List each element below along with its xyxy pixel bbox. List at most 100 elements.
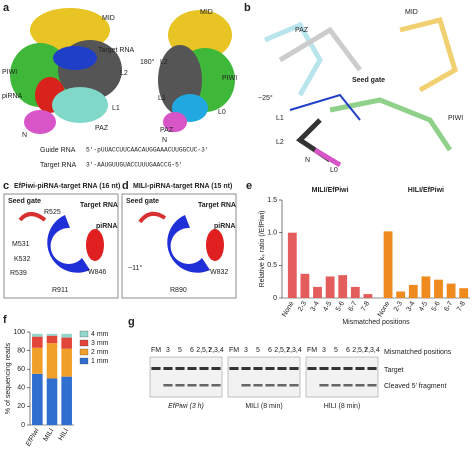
- x-tick-label: HILI: [58, 427, 71, 442]
- lane-label: 3: [244, 347, 248, 354]
- label: R890: [170, 287, 187, 294]
- x-tick-label: 5-6: [335, 300, 346, 312]
- lane-label: 5: [256, 347, 260, 354]
- legend-label: 3 mm: [91, 340, 109, 347]
- x-tick-label: 7-8: [456, 300, 467, 312]
- band: [367, 367, 377, 370]
- pirna-surface: [206, 229, 224, 261]
- legend-label: 4 mm: [91, 331, 109, 338]
- band: [241, 367, 251, 370]
- x-tick-label: MILI: [42, 427, 55, 442]
- panel-title: EfPiwi-piRNA-target RNA (16 nt): [14, 183, 120, 190]
- x-tick-label: 5-6: [431, 300, 442, 312]
- y-tick-label: 0: [21, 422, 25, 429]
- label: N: [162, 137, 167, 144]
- band: [163, 367, 173, 370]
- x-tick-label: None: [377, 300, 391, 318]
- label: R525: [44, 209, 61, 216]
- label: M531: [12, 241, 30, 248]
- band: [277, 367, 287, 370]
- y-tick-label: 0: [273, 295, 277, 302]
- band: [343, 384, 353, 387]
- band: [175, 367, 185, 370]
- band: [187, 384, 197, 387]
- x-tick-label: EfPiwi: [25, 427, 41, 448]
- band-label: Cleaved 5′ fragment: [384, 383, 446, 390]
- lane-label: 6: [346, 347, 350, 354]
- label: Target RNA: [80, 202, 118, 209]
- y-tick-label: 0.5: [267, 262, 277, 269]
- band: [343, 367, 353, 370]
- legend-label: 1 mm: [91, 358, 109, 365]
- label: W846: [88, 269, 106, 276]
- panel-label: g: [128, 316, 135, 328]
- bar: [446, 283, 456, 298]
- band: [307, 367, 317, 370]
- density-map: [10, 8, 235, 134]
- target-rna-surface: [47, 215, 90, 273]
- bar: [459, 288, 469, 298]
- band: [289, 384, 299, 387]
- x-tick-label: None: [281, 300, 295, 318]
- y-tick-label: 80: [17, 347, 25, 354]
- x-tick-label: 2-3: [297, 300, 308, 312]
- label: PIWI: [448, 115, 463, 122]
- label: L0: [218, 109, 226, 116]
- lane-label: 2,3,4: [208, 347, 224, 354]
- lane-label: 6: [268, 347, 272, 354]
- shape: [329, 97, 453, 152]
- row-header: Mismatched positions: [384, 349, 452, 356]
- lane-label: FM: [151, 347, 161, 354]
- lane-label: 6: [190, 347, 194, 354]
- band: [187, 367, 197, 370]
- band: [265, 384, 275, 387]
- label: W832: [210, 269, 228, 276]
- y-tick-label: 60: [17, 366, 25, 373]
- bar: [325, 276, 335, 298]
- bar-segment: [61, 333, 72, 338]
- band: [355, 367, 365, 370]
- shape: [313, 147, 342, 168]
- x-tick-label: 4-5: [418, 300, 429, 312]
- label: MID: [200, 9, 213, 16]
- label: Seed gate: [8, 198, 41, 205]
- band: [289, 367, 299, 370]
- panel-label: c: [3, 180, 9, 192]
- x-tick-label: 6-7: [348, 300, 359, 312]
- label: PAZ: [295, 27, 309, 34]
- bar-segment: [32, 336, 43, 348]
- sequence: 3′-AAUGUUGUACCUUUGAACCG-5′: [86, 162, 183, 169]
- x-tick-label: 4-5: [322, 300, 333, 312]
- y-tick-label: 1.5: [267, 197, 277, 204]
- shape: [53, 46, 97, 70]
- bar-segment: [61, 348, 72, 377]
- band: [319, 384, 329, 387]
- target-rna-surface: [167, 215, 210, 273]
- bar-segment: [61, 376, 72, 425]
- label: PIWI: [2, 69, 17, 76]
- bar-segment: [32, 347, 43, 374]
- label: 180°: [140, 58, 155, 66]
- group-title: MILI/EfPiwi: [312, 187, 349, 194]
- bar: [300, 273, 310, 298]
- panel-label: a: [3, 2, 10, 14]
- band: [163, 384, 173, 387]
- label: L1: [158, 95, 166, 102]
- seed-gate: [138, 211, 167, 224]
- label: R539: [10, 270, 27, 277]
- band: [199, 367, 209, 370]
- band: [367, 384, 377, 387]
- band: [175, 384, 185, 387]
- bar-segment: [32, 373, 43, 425]
- band: [229, 367, 239, 370]
- gel-label: EfPiwi (3 h): [168, 403, 204, 410]
- label: Guide RNA: [40, 147, 76, 154]
- label: ~25°: [258, 94, 273, 102]
- lane-label: FM: [229, 347, 239, 354]
- label: L1: [112, 105, 120, 112]
- y-tick-label: 40: [17, 385, 25, 392]
- lane-label: 3: [166, 347, 170, 354]
- panel-label: b: [244, 2, 251, 14]
- shape: [24, 110, 56, 134]
